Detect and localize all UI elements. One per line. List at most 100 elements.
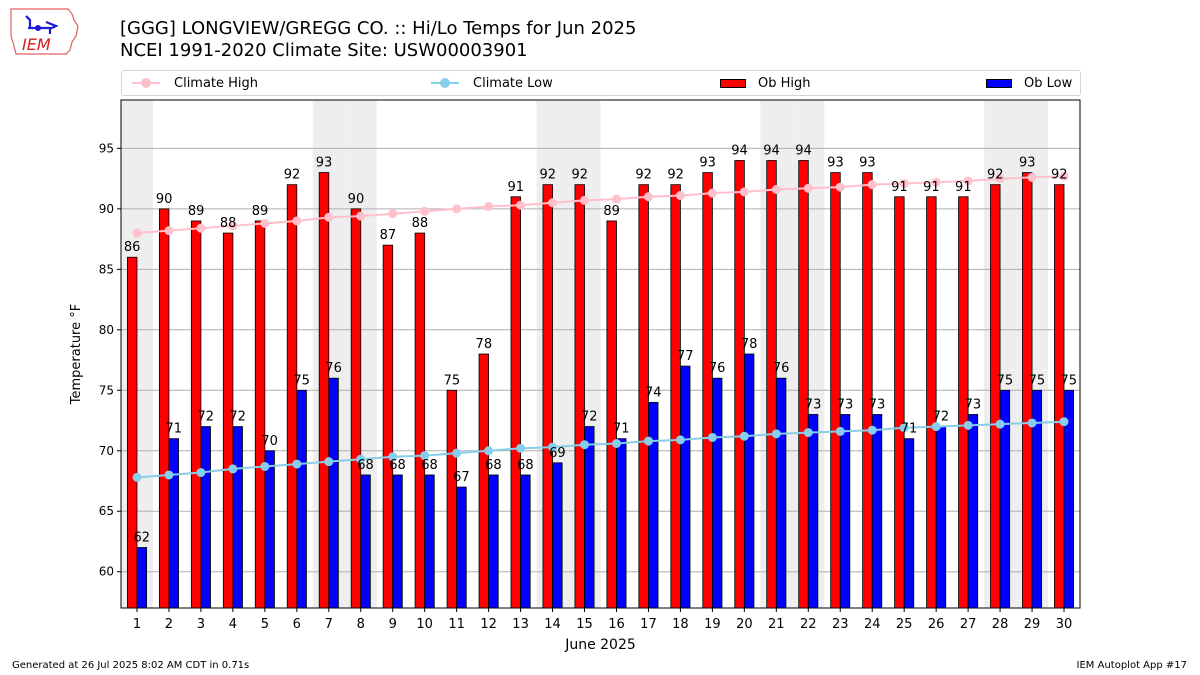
ob-high-label: 92 xyxy=(987,168,1004,183)
iem-logo: IEM xyxy=(8,6,82,58)
ob-low-bar xyxy=(520,474,531,609)
ob-high-label: 93 xyxy=(1019,156,1036,171)
x-tick-label: 19 xyxy=(704,617,721,632)
climate-high-point xyxy=(516,200,526,210)
weekend-shade xyxy=(344,100,377,608)
climate-low-point xyxy=(548,442,558,452)
climate-high-point xyxy=(420,206,430,216)
ob-high-label: 92 xyxy=(571,168,588,183)
ob-high-label: 93 xyxy=(316,156,333,171)
title-line-1: [GGG] LONGVIEW/GREGG CO. :: Hi/Lo Temps … xyxy=(120,18,637,39)
ob-low-bar xyxy=(935,426,947,609)
climate-high-line-icon xyxy=(132,78,160,88)
x-tick-label: 30 xyxy=(1056,617,1073,632)
ob-low-label: 76 xyxy=(325,361,342,376)
ob-high-label: 92 xyxy=(635,168,652,183)
ob-low-label: 68 xyxy=(357,458,374,473)
climate-high-point xyxy=(484,201,494,211)
ob-low-bar xyxy=(232,426,243,609)
x-tick-label: 16 xyxy=(608,617,625,632)
ob-high-bar xyxy=(670,184,681,609)
climate-high-point xyxy=(1059,171,1069,181)
bar-labels: 86 62 90 71 89 72 88 72 89 70 92 75 93 76 90 68 87 68 88 68… xyxy=(124,143,1077,545)
legend-climate-low: Climate Low xyxy=(431,71,553,95)
climate-high-point xyxy=(995,174,1005,184)
x-tick-label: 27 xyxy=(960,617,977,632)
ob-low-bar xyxy=(871,414,883,609)
ob-high-label: 87 xyxy=(380,228,397,243)
climate-low-point xyxy=(228,464,238,474)
ob-high-label: 94 xyxy=(763,143,780,158)
ob-high-bar xyxy=(478,353,490,609)
climate-high-point xyxy=(1027,172,1037,182)
ob-high-label: 94 xyxy=(795,143,812,158)
climate-low-point xyxy=(164,470,174,480)
ob-high-bar xyxy=(222,232,234,609)
ob-low-label: 76 xyxy=(709,361,726,376)
x-tick-label: 8 xyxy=(357,617,365,632)
y-tick-label: 60 xyxy=(99,565,114,579)
legend-label: Ob Low xyxy=(1024,75,1073,91)
ob-high-bar xyxy=(318,172,330,609)
ob-low-label: 72 xyxy=(581,410,598,425)
climate-low-point xyxy=(963,420,973,430)
y-tick-label: 70 xyxy=(99,444,114,458)
ob-low-label: 69 xyxy=(549,446,566,461)
ob-high-bar xyxy=(254,220,266,609)
ob-low-label: 68 xyxy=(485,458,502,473)
ob-low-label: 76 xyxy=(773,361,790,376)
ob-low-label: 71 xyxy=(901,422,918,437)
weekend-shade xyxy=(312,100,345,608)
legend-ob-high: Ob High xyxy=(720,71,811,95)
ob-low-label: 77 xyxy=(677,349,694,364)
legend-climate-high: Climate High xyxy=(132,71,258,95)
climate-low-point xyxy=(835,426,845,436)
x-tick-label: 9 xyxy=(389,617,397,632)
climate-low-point xyxy=(356,454,366,464)
x-tick-label: 15 xyxy=(576,617,593,632)
climate-high-point xyxy=(324,212,334,222)
climate-high-point xyxy=(132,228,142,238)
ob-high-bar xyxy=(446,389,458,609)
ob-high-label: 88 xyxy=(412,216,429,231)
ob-high-bar xyxy=(350,208,362,609)
climate-high-point xyxy=(739,187,749,197)
ob-high-bar xyxy=(894,196,905,609)
x-tick-label: 5 xyxy=(261,617,269,632)
ob-low-bar xyxy=(1063,389,1075,609)
ob-high-label: 91 xyxy=(508,180,525,195)
x-tick-label: 29 xyxy=(1024,617,1041,632)
y-tick-label: 75 xyxy=(99,383,114,397)
ob-low-swatch-icon xyxy=(986,78,1012,88)
climate-high-point xyxy=(164,226,174,236)
climate-high-point xyxy=(675,191,685,201)
x-tick-label: 17 xyxy=(640,617,657,632)
logo-dot xyxy=(35,25,41,31)
climate-low-point xyxy=(675,435,685,445)
climate-high-point xyxy=(963,176,973,186)
climate-low-point xyxy=(739,431,749,441)
ob-high-label: 91 xyxy=(923,180,940,195)
ob-low-bar xyxy=(456,486,467,609)
weekend-shade xyxy=(568,100,601,608)
iem-logo-graphic: IEM xyxy=(10,8,79,55)
ob-high-label: 92 xyxy=(667,168,684,183)
ob-low-bar xyxy=(424,474,435,609)
y-tick-label: 90 xyxy=(99,202,114,216)
ob-high-bar xyxy=(798,160,809,609)
ob-low-bar xyxy=(807,414,819,609)
x-tick-label: 22 xyxy=(800,617,817,632)
ob-high-bar xyxy=(542,184,553,609)
ob-low-label: 71 xyxy=(165,422,182,437)
climate-low-point xyxy=(196,468,206,478)
x-tick-label: 24 xyxy=(864,617,881,632)
y-tick-label: 85 xyxy=(99,262,114,276)
ob-low-label: 78 xyxy=(741,337,758,352)
bars xyxy=(126,160,1075,609)
ob-low-label: 67 xyxy=(453,470,470,485)
chart-title: [GGG] LONGVIEW/GREGG CO. :: Hi/Lo Temps … xyxy=(120,18,636,62)
ob-high-bar xyxy=(382,244,394,609)
y-axis-label: Temperature °F xyxy=(69,304,84,405)
ob-high-bar xyxy=(286,184,298,609)
x-tick-label: 3 xyxy=(197,617,205,632)
